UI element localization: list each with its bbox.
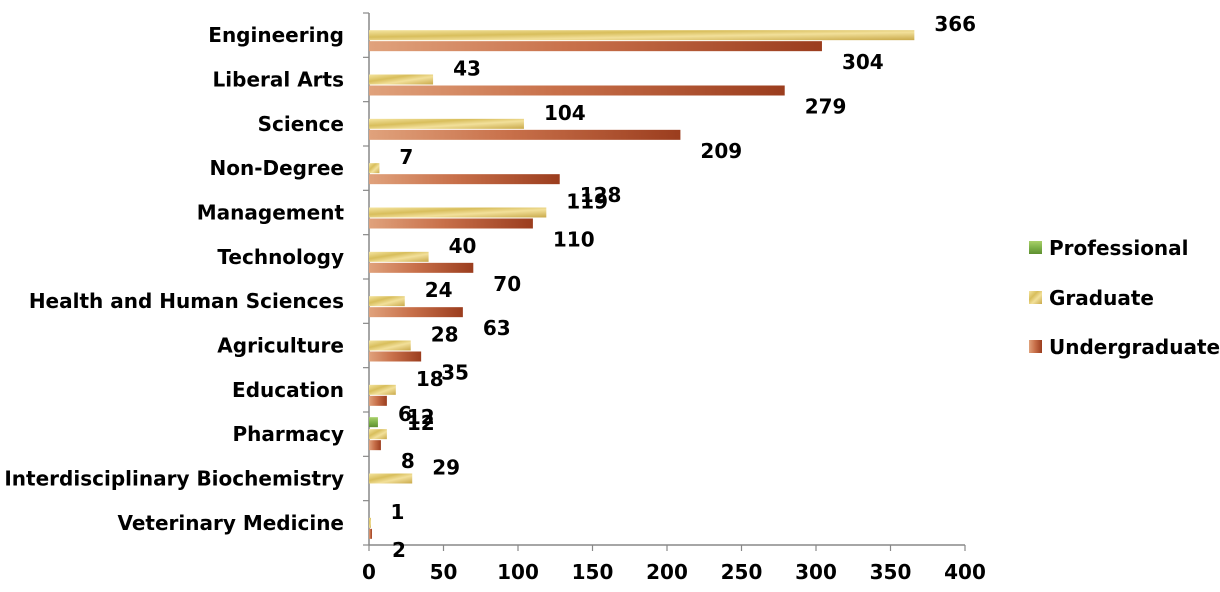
value-label-graduate-education: 18 xyxy=(416,367,444,391)
bar-undergraduate-agriculture xyxy=(369,351,422,362)
bar-graduate-science xyxy=(369,118,524,129)
category-label-education: Education xyxy=(232,378,344,402)
x-tick-label-300: 300 xyxy=(795,560,837,584)
bar-undergraduate-veterinary-medicine xyxy=(369,528,372,539)
bar-graduate-technology xyxy=(369,251,429,262)
legend-label-professional: Professional xyxy=(1049,236,1189,260)
value-label-graduate-interdisciplinary-biochemistry: 29 xyxy=(432,456,460,480)
bar-undergraduate-science xyxy=(369,129,681,140)
category-label-engineering: Engineering xyxy=(208,23,344,47)
value-label-graduate-management: 119 xyxy=(566,190,608,214)
value-label-graduate-pharmacy: 12 xyxy=(407,411,435,435)
legend-swatch-graduate xyxy=(1029,291,1042,304)
bar-graduate-liberal-arts xyxy=(369,74,434,85)
bar-undergraduate-non-degree xyxy=(369,174,560,185)
category-label-pharmacy: Pharmacy xyxy=(233,422,344,446)
value-label-graduate-health-and-human-sciences: 24 xyxy=(425,278,453,302)
bar-graduate-management xyxy=(369,207,547,218)
bar-graduate-pharmacy xyxy=(369,429,387,440)
value-label-undergraduate-agriculture: 35 xyxy=(441,361,469,385)
value-label-undergraduate-non-degree: 128 xyxy=(580,183,622,207)
chart-value-labels: 3663044327910420971281191104070246328351… xyxy=(390,12,976,562)
bar-graduate-veterinary-medicine xyxy=(369,517,371,528)
category-label-non-degree: Non-Degree xyxy=(210,156,345,180)
value-label-undergraduate-education: 12 xyxy=(407,405,435,429)
value-label-undergraduate-veterinary-medicine: 2 xyxy=(392,538,406,562)
bar-graduate-education xyxy=(369,384,396,395)
x-tick-label-100: 100 xyxy=(497,560,539,584)
bar-undergraduate-education xyxy=(369,395,387,406)
bar-undergraduate-pharmacy xyxy=(369,440,381,451)
bar-graduate-interdisciplinary-biochemistry xyxy=(369,473,413,484)
chart-category-labels: Engineering Liberal Arts Science Non-Degree… xyxy=(4,23,344,535)
value-label-undergraduate-technology: 70 xyxy=(493,272,521,296)
category-label-technology: Technology xyxy=(217,245,344,269)
legend-swatch-professional xyxy=(1029,241,1042,254)
category-label-interdisciplinary-biochemistry: Interdisciplinary Biochemistry xyxy=(4,467,344,491)
value-label-undergraduate-science: 209 xyxy=(700,139,742,163)
category-label-liberal-arts: Liberal Arts xyxy=(213,68,344,92)
value-label-professional-pharmacy: 6 xyxy=(398,402,412,426)
value-label-graduate-non-degree: 7 xyxy=(399,145,413,169)
category-label-veterinary-medicine: Veterinary Medicine xyxy=(117,511,344,535)
x-tick-label-400: 400 xyxy=(944,560,986,584)
chart-legend: Professional Graduate Undergraduate xyxy=(1029,236,1220,359)
value-label-undergraduate-pharmacy: 8 xyxy=(401,449,415,473)
bar-graduate-health-and-human-sciences xyxy=(369,296,405,307)
value-label-graduate-agriculture: 28 xyxy=(431,323,459,347)
x-tick-label-0: 0 xyxy=(362,560,376,584)
chart-axes xyxy=(363,12,966,551)
bar-graduate-non-degree xyxy=(369,163,380,174)
value-label-undergraduate-engineering: 304 xyxy=(842,50,884,74)
bar-undergraduate-health-and-human-sciences xyxy=(369,307,463,318)
legend-swatch-undergraduate xyxy=(1029,340,1042,353)
x-tick-label-200: 200 xyxy=(646,560,688,584)
x-tick-label-350: 350 xyxy=(870,560,912,584)
legend-label-undergraduate: Undergraduate xyxy=(1049,335,1220,359)
category-label-health-and-human-sciences: Health and Human Sciences xyxy=(29,289,344,313)
value-label-graduate-science: 104 xyxy=(544,101,586,125)
bar-professional-pharmacy xyxy=(369,417,378,428)
category-label-agriculture: Agriculture xyxy=(217,334,344,358)
value-label-graduate-liberal-arts: 43 xyxy=(453,57,481,81)
x-tick-label-250: 250 xyxy=(721,560,763,584)
value-label-graduate-technology: 40 xyxy=(449,234,477,258)
value-label-graduate-engineering: 366 xyxy=(934,12,976,36)
x-tick-label-150: 150 xyxy=(572,560,614,584)
value-label-graduate-veterinary-medicine: 1 xyxy=(390,500,404,524)
bar-graduate-agriculture xyxy=(369,340,411,351)
bar-undergraduate-engineering xyxy=(369,41,822,52)
value-label-undergraduate-liberal-arts: 279 xyxy=(805,95,847,119)
chart-bars xyxy=(369,30,915,539)
chart-tick-labels: 0 50 100 150 200 250 300 350 400 xyxy=(362,560,986,584)
x-tick-label-50: 50 xyxy=(430,560,458,584)
bar-undergraduate-liberal-arts xyxy=(369,85,785,96)
bar-undergraduate-management xyxy=(369,218,533,229)
legend-label-graduate: Graduate xyxy=(1049,286,1154,310)
bar-graduate-engineering xyxy=(369,30,915,41)
value-label-undergraduate-management: 110 xyxy=(553,228,595,252)
category-label-management: Management xyxy=(197,201,345,225)
category-label-science: Science xyxy=(258,112,344,136)
bar-undergraduate-technology xyxy=(369,262,474,273)
value-label-undergraduate-health-and-human-sciences: 63 xyxy=(483,316,511,340)
